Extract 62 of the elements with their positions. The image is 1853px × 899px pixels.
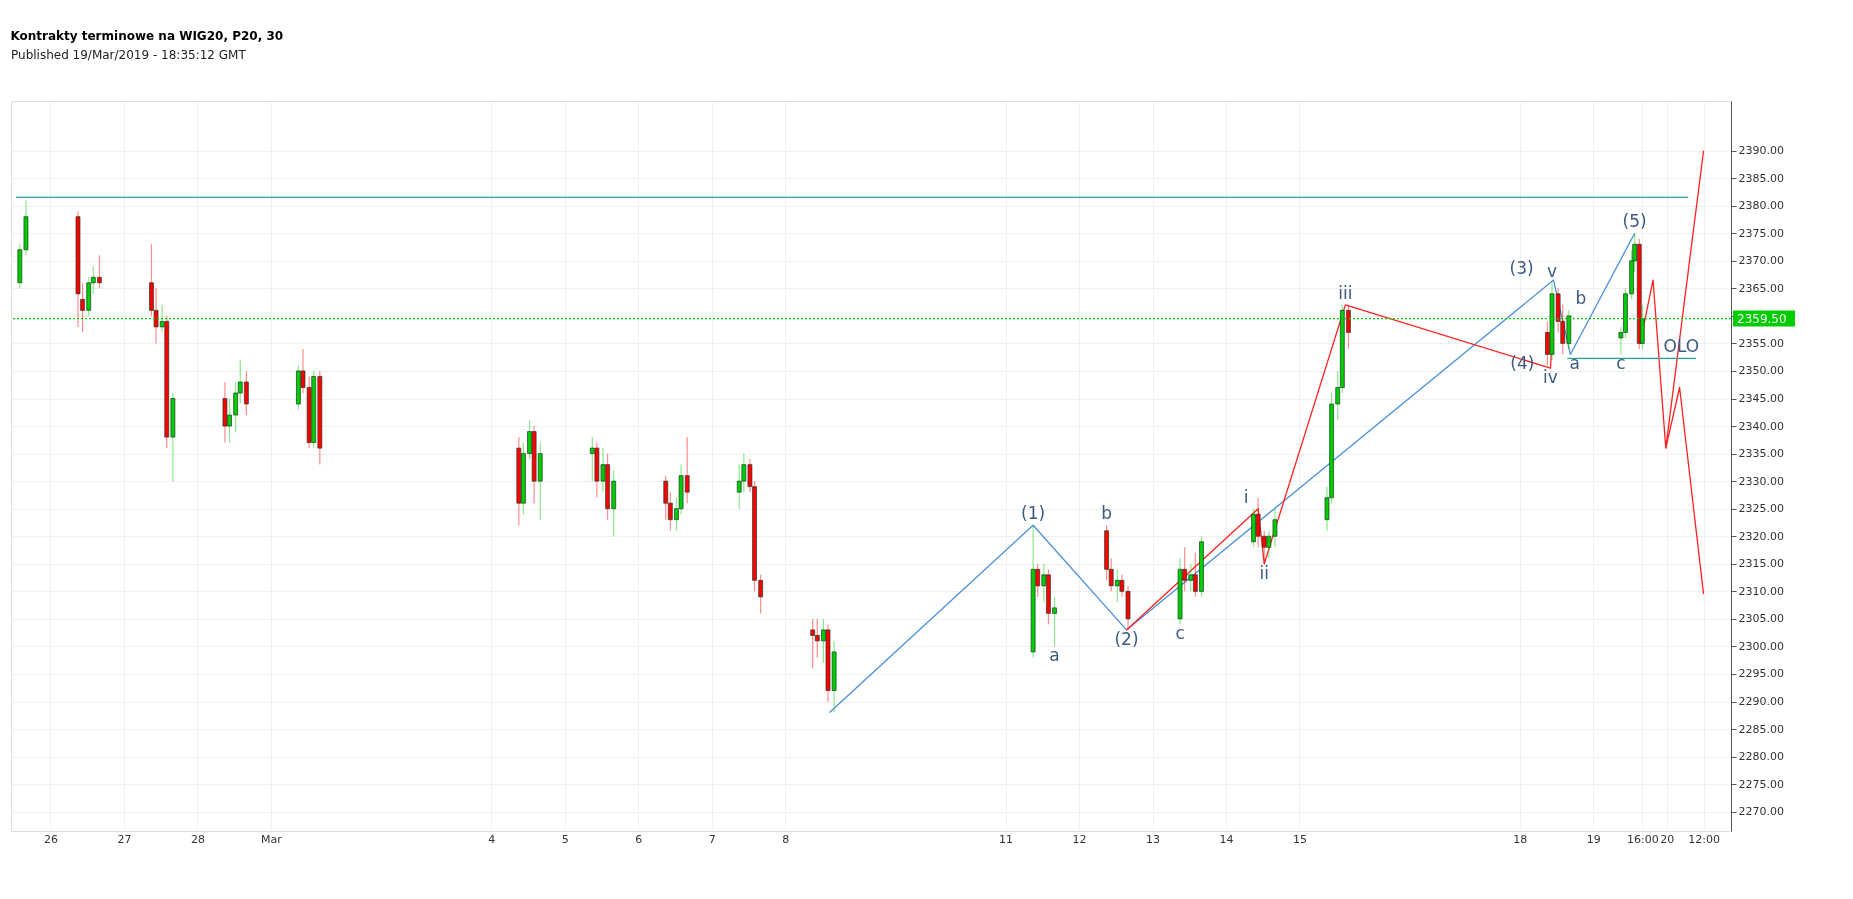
annotation: (3) xyxy=(1509,258,1534,279)
x-tick-label: 20 xyxy=(1660,832,1675,846)
y-tick-label: 2385.00 xyxy=(1738,171,1784,185)
x-tick-label: 27 xyxy=(117,832,132,846)
x-tick-label: 15 xyxy=(1292,832,1307,846)
y-tick-label: 2310.00 xyxy=(1738,584,1784,598)
y-tick-label: 2330.00 xyxy=(1738,474,1784,488)
x-tick-label: 16:00 xyxy=(1626,832,1659,846)
y-tick-label: 2325.00 xyxy=(1738,502,1784,516)
x-tick-label: 26 xyxy=(43,832,58,846)
annotation: c xyxy=(1616,353,1626,374)
x-tick-label: 4 xyxy=(488,832,496,846)
x-tick-label: 11 xyxy=(999,832,1014,846)
annotation: iii xyxy=(1338,282,1353,303)
annotation: a xyxy=(1569,353,1580,374)
y-tick-label: 2365.00 xyxy=(1738,281,1784,295)
x-tick-label: 14 xyxy=(1219,832,1234,846)
y-tick-label: 2320.00 xyxy=(1738,529,1784,543)
y-tick-label: 2375.00 xyxy=(1738,226,1784,240)
y-tick-label: 2275.00 xyxy=(1738,777,1784,791)
x-tick-label: 12:00 xyxy=(1688,832,1720,846)
y-tick-label: 2345.00 xyxy=(1738,392,1784,406)
x-tick-label: 13 xyxy=(1146,832,1161,846)
y-tick-label: 2295.00 xyxy=(1738,667,1784,681)
y-tick-label: 2370.00 xyxy=(1738,254,1784,268)
annotation: i xyxy=(1243,486,1249,507)
y-tick-label: 2300.00 xyxy=(1738,639,1784,653)
x-tick-label: 7 xyxy=(708,832,716,846)
y-tick-label: 2305.00 xyxy=(1738,612,1784,626)
x-tick-label: 6 xyxy=(635,832,643,846)
x-tick-label: 5 xyxy=(561,832,569,846)
annotation: v xyxy=(1546,260,1558,281)
annotation: (4) xyxy=(1510,353,1535,374)
annotation: (5) xyxy=(1622,211,1647,232)
y-tick-label: 2340.00 xyxy=(1738,419,1784,433)
x-tick-label: 18 xyxy=(1513,832,1528,846)
annotation: c xyxy=(1175,623,1185,644)
annotation: a xyxy=(1049,645,1060,666)
ref-line-label: 2359.50 xyxy=(1737,311,1787,326)
y-tick-label: 2290.00 xyxy=(1738,695,1784,709)
y-tick-label: 2350.00 xyxy=(1738,364,1784,378)
chart-title: Kontrakty terminowe na WIG20, P20, 30 xyxy=(10,29,284,43)
x-tick-label: 19 xyxy=(1586,832,1601,846)
x-tick-label: 28 xyxy=(190,832,205,846)
text: Published 19/Mar/2019 - 18:35:12 GMT xyxy=(11,48,247,62)
y-tick-label: 2315.00 xyxy=(1738,557,1784,571)
annotation: (1) xyxy=(1021,503,1046,524)
x-tick-label: 12 xyxy=(1072,832,1087,846)
y-tick-label: 2285.00 xyxy=(1738,722,1784,736)
x-tick-label: Mar xyxy=(260,832,283,846)
y-tick-label: 2380.00 xyxy=(1738,199,1784,213)
y-tick-label: 2355.00 xyxy=(1738,336,1784,350)
annotation: b xyxy=(1101,503,1112,524)
y-tick-label: 2390.00 xyxy=(1738,144,1784,158)
annotation: (2) xyxy=(1114,628,1139,649)
y-tick-label: 2280.00 xyxy=(1738,750,1784,764)
annotation: iv xyxy=(1543,367,1558,388)
annotation: ii xyxy=(1259,562,1269,583)
annotation: b xyxy=(1575,288,1587,309)
y-tick-label: 2335.00 xyxy=(1738,447,1784,461)
y-tick-label: 2270.00 xyxy=(1738,805,1784,819)
x-tick-label: 8 xyxy=(782,832,790,846)
